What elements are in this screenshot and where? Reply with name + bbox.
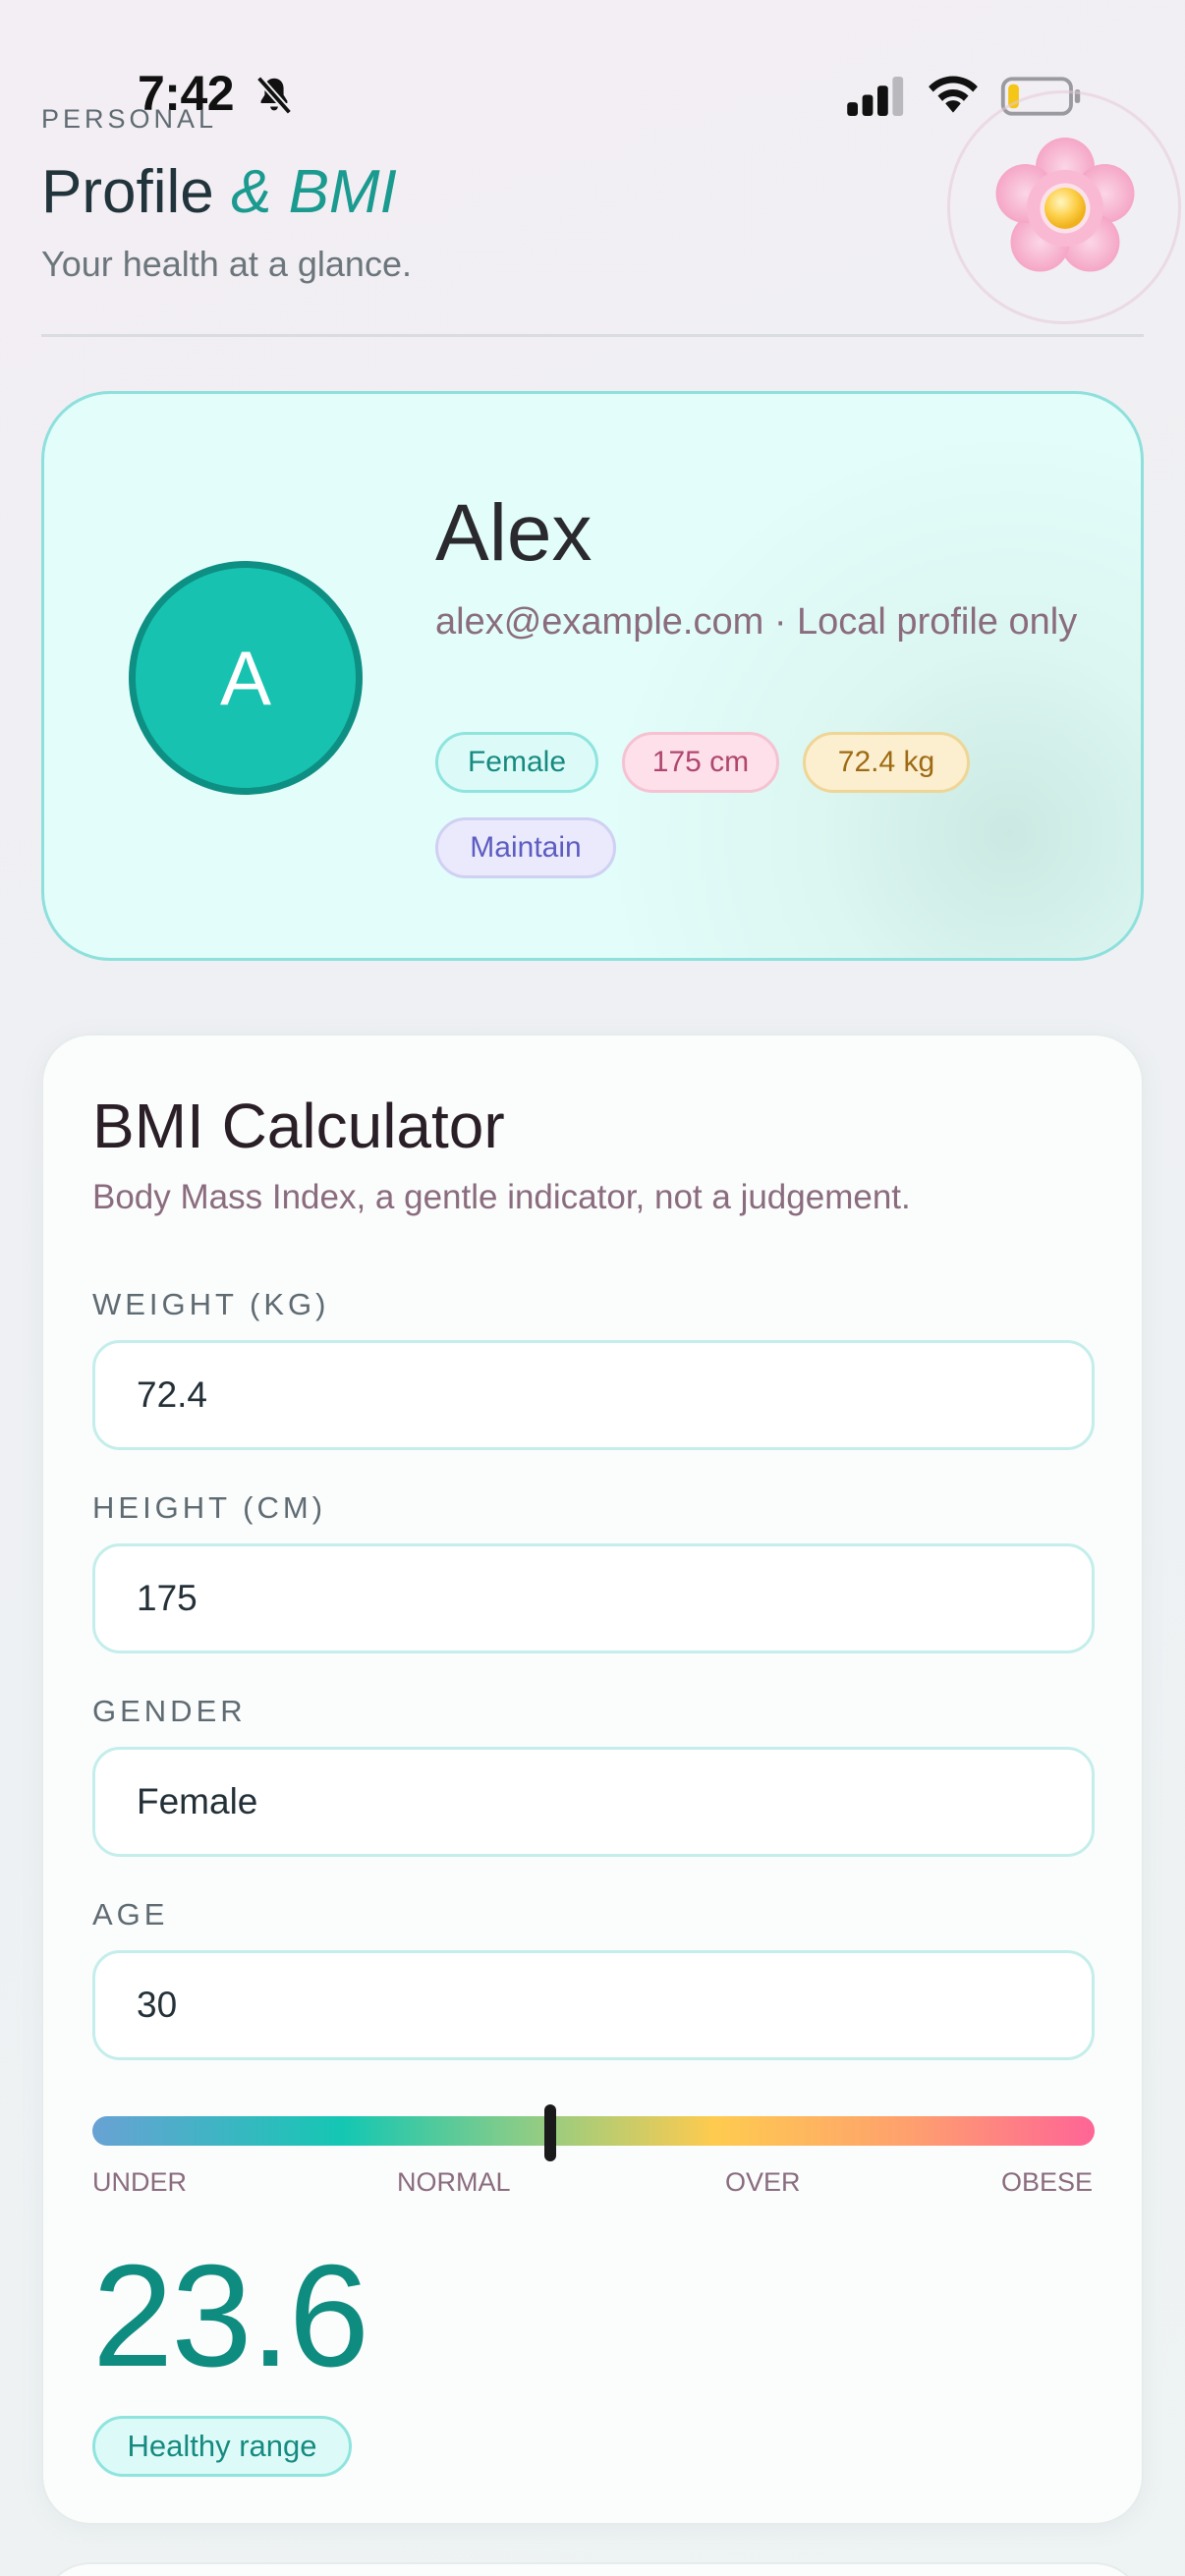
page-title-accent: & BMI [230, 158, 397, 226]
height-input[interactable]: 175 [92, 1543, 1095, 1653]
bmi-description: Body Mass Index, a gentle indicator, not… [92, 1178, 911, 1216]
goal-chip: Maintain [435, 817, 616, 878]
status-bar: 7:42 [0, 0, 1185, 121]
profile-meta: alex@example.com · Local profile only [435, 601, 1078, 643]
height-label: HEIGHT (CM) [92, 1490, 327, 1525]
bmi-calculator-card: BMI Calculator Body Mass Index, a gentle… [41, 1034, 1144, 2525]
scale-label-under: UNDER [92, 2167, 188, 2197]
section-eyebrow: PERSONAL [41, 104, 218, 134]
bell-slash-icon [255, 76, 293, 115]
bmi-scale-marker [544, 2104, 557, 2161]
weight-chip: 72.4 kg [803, 732, 970, 793]
scale-label-over: OVER [725, 2167, 801, 2197]
wifi-icon [929, 76, 978, 113]
gender-chip: Female [435, 732, 598, 793]
height-chip: 175 cm [622, 732, 779, 793]
age-label: AGE [92, 1897, 169, 1932]
cellular-signal-icon [847, 77, 904, 116]
age-input[interactable]: 30 [92, 1950, 1095, 2060]
page-title-main: Profile [41, 158, 214, 226]
weight-input[interactable]: 72.4 [92, 1340, 1095, 1450]
header-divider [41, 334, 1144, 337]
scale-label-normal: NORMAL [397, 2167, 511, 2197]
status-time: 7:42 [138, 66, 235, 121]
gender-select[interactable]: Female [92, 1747, 1095, 1857]
profile-name: Alex [435, 488, 592, 578]
avatar[interactable]: A [129, 561, 363, 795]
weight-label: WEIGHT (KG) [92, 1287, 330, 1321]
flower-badge [947, 90, 1181, 324]
bmi-title: BMI Calculator [92, 1091, 505, 1161]
profile-card: A Alex alex@example.com · Local profile … [41, 391, 1144, 961]
bmi-status-badge: Healthy range [92, 2416, 352, 2477]
next-card [41, 2562, 1144, 2576]
bmi-scale-bar [92, 2116, 1095, 2146]
bmi-value: 23.6 [92, 2235, 369, 2397]
scale-label-obese: OBESE [1000, 2167, 1093, 2197]
page-subtitle: Your health at a glance. [41, 244, 412, 284]
page-title: Profile & BMI [41, 157, 397, 227]
gender-label: GENDER [92, 1694, 247, 1728]
flower-icon [995, 138, 1135, 272]
